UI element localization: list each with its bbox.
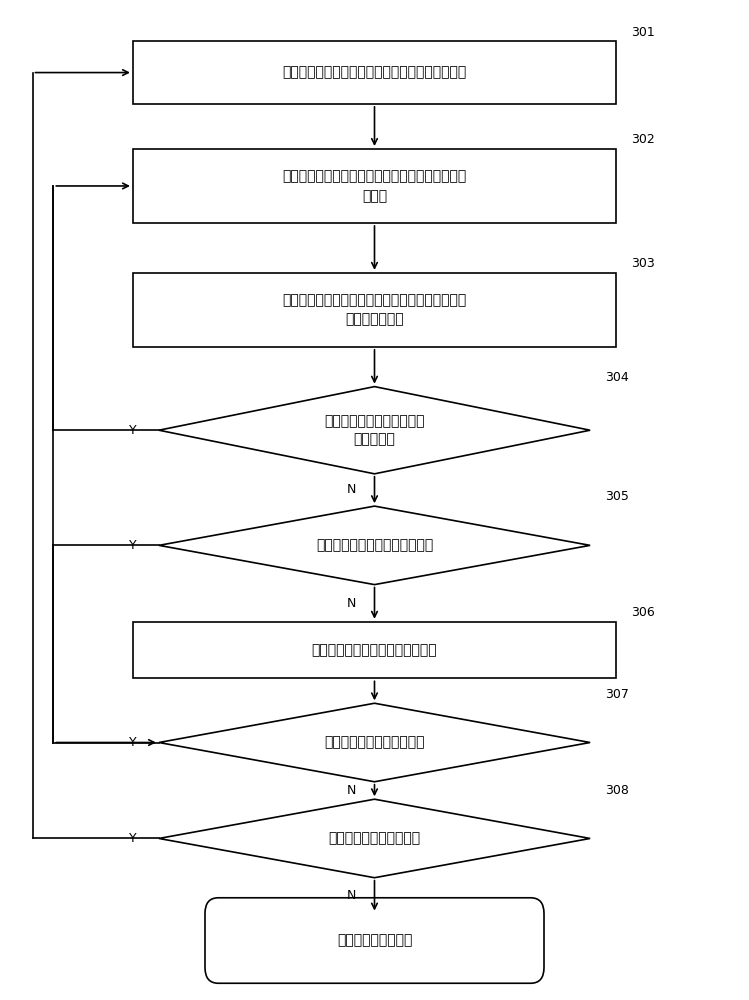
FancyBboxPatch shape xyxy=(133,273,616,347)
Text: 308: 308 xyxy=(605,784,629,797)
Text: Y: Y xyxy=(129,424,136,437)
FancyBboxPatch shape xyxy=(205,898,544,983)
Text: 获取一个操作的更新列信息集合和条件列信息集合: 获取一个操作的更新列信息集合和条件列信息集合 xyxy=(282,66,467,80)
Text: 由操作的条件列信息集合中获取与更新列相同列名
的条件列的列值: 由操作的条件列信息集合中获取与更新列相同列名 的条件列的列值 xyxy=(282,293,467,327)
Text: 还有未处理的源更新操作: 还有未处理的源更新操作 xyxy=(329,831,420,845)
Text: N: N xyxy=(347,483,356,496)
Text: Y: Y xyxy=(129,832,136,845)
Polygon shape xyxy=(159,506,590,585)
Text: 301: 301 xyxy=(631,26,655,39)
Polygon shape xyxy=(159,703,590,782)
Polygon shape xyxy=(159,799,590,878)
Text: 307: 307 xyxy=(605,688,629,701)
Text: N: N xyxy=(347,784,356,797)
Text: 将更新列的列名加入更新列集合中: 将更新列的列名加入更新列集合中 xyxy=(312,643,437,657)
FancyBboxPatch shape xyxy=(133,149,616,223)
Text: 306: 306 xyxy=(631,606,655,619)
Text: 304: 304 xyxy=(605,371,628,384)
Text: Y: Y xyxy=(129,539,136,552)
Text: 更新列集合中包含更新列的列名: 更新列集合中包含更新列的列名 xyxy=(316,538,433,552)
FancyBboxPatch shape xyxy=(133,41,616,104)
Text: 由操作的更新列信息集合中获取一个更新列的列名
和列值: 由操作的更新列信息集合中获取一个更新列的列名 和列值 xyxy=(282,169,467,203)
Polygon shape xyxy=(159,387,590,474)
Text: 更新列集合收集完成: 更新列集合收集完成 xyxy=(337,934,412,948)
Text: 305: 305 xyxy=(605,490,629,503)
FancyBboxPatch shape xyxy=(133,622,616,678)
Text: 302: 302 xyxy=(631,133,655,146)
Text: Y: Y xyxy=(129,736,136,749)
Text: N: N xyxy=(347,597,356,610)
Text: 相同列名的更新列和条件列
的列值相同: 相同列名的更新列和条件列 的列值相同 xyxy=(324,414,425,446)
Text: N: N xyxy=(347,889,356,902)
Text: 操作中还有未获取的更新列: 操作中还有未获取的更新列 xyxy=(324,736,425,750)
Text: 303: 303 xyxy=(631,257,655,270)
